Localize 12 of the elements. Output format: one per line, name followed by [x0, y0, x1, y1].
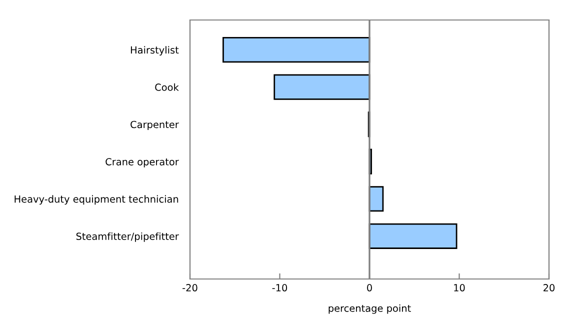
- y-tick-label: Crane operator: [106, 158, 179, 168]
- y-tick-label: Steamfitter/pipefitter: [76, 232, 179, 242]
- x-tick-label: 10: [454, 284, 465, 292]
- x-tick-label: -10: [272, 284, 288, 292]
- y-tick-label: Cook: [155, 83, 179, 91]
- y-tick-label: Hairstylist: [130, 46, 179, 56]
- x-tick-label: 20: [544, 284, 555, 292]
- y-tick-label: Heavy-duty equipment technician: [14, 195, 178, 205]
- x-tick-label: 0: [367, 284, 372, 292]
- x-tick-label: -20: [182, 284, 198, 292]
- y-tick-label: Carpenter: [130, 120, 179, 130]
- x-axis-title: percentage point: [328, 304, 411, 314]
